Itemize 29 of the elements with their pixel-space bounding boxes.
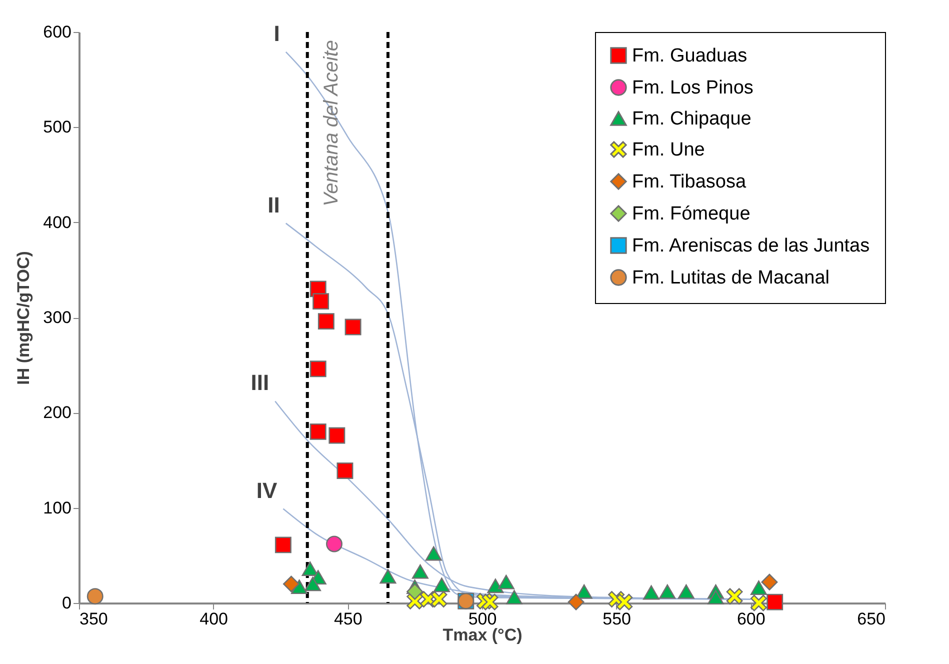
x-tick-label: 650 <box>857 610 886 628</box>
y-tick-label: 200 <box>43 403 72 422</box>
series-label: II <box>268 192 280 218</box>
y-tick-label: 500 <box>43 118 72 137</box>
x-tick-label: 450 <box>334 610 362 628</box>
legend-label: Fm. Chipaque <box>632 108 752 130</box>
legend-label: Fm. Lutitas de Macanal <box>632 268 830 288</box>
series-label: III <box>250 370 270 396</box>
ref-line-label: Ventana del Aceite <box>320 40 342 206</box>
x-tick-label: 500 <box>468 610 497 628</box>
legend-label: Fm. Areniscas de las Juntas <box>632 236 870 256</box>
legend-label: Fm. Une <box>632 140 705 160</box>
x-axis-title: Tmax (°C) <box>442 626 522 644</box>
series-label: I <box>274 20 280 46</box>
x-tick-label: 550 <box>602 610 632 628</box>
y-tick-label: 600 <box>43 22 72 42</box>
x-tick-label: 600 <box>736 610 766 628</box>
series-label: IV <box>256 478 278 503</box>
legend-label: Fm. Guaduas <box>632 46 748 66</box>
y-tick-label: 100 <box>43 498 72 518</box>
x-tick-label: 400 <box>200 610 228 628</box>
legend-label: Fm. Fómeque <box>632 204 750 224</box>
legend-label: Fm. Tibasosa <box>632 172 746 192</box>
y-tick-label: 300 <box>43 308 72 327</box>
y-tick-label: 0 <box>62 594 72 612</box>
y-tick-label: 400 <box>43 212 72 232</box>
y-axis-title: IH (mgHC/gTOC) <box>14 251 34 385</box>
legend-label: Fm. Los Pinos <box>632 78 754 98</box>
x-tick-label: 350 <box>80 610 108 628</box>
